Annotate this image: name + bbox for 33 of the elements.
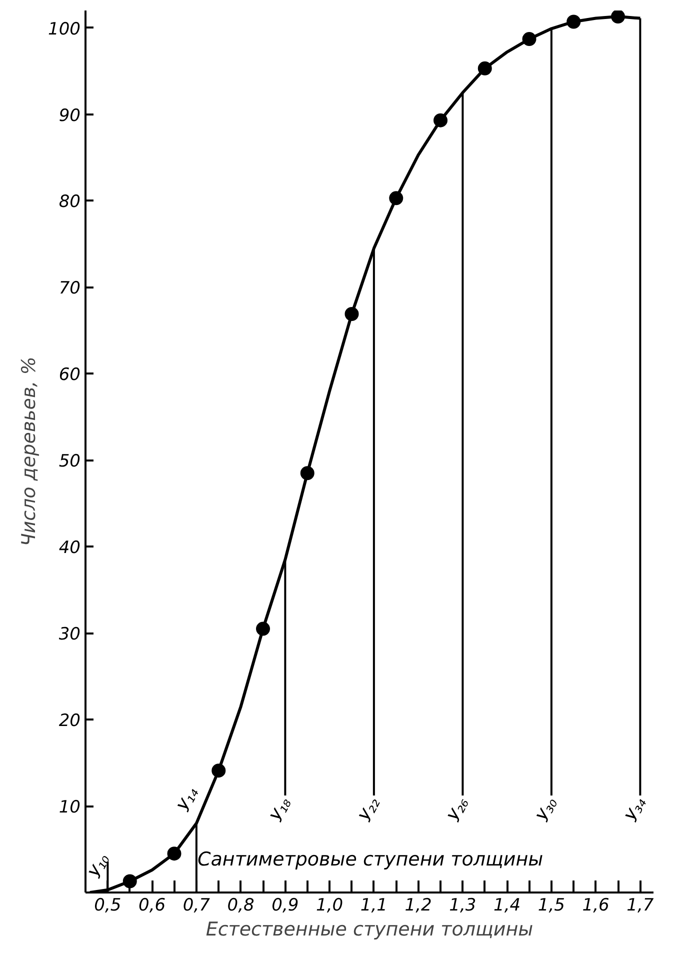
x-tick-label: 1,0 [316, 896, 344, 916]
x-tick-label: 1,5 [538, 896, 565, 916]
x-tick-label: 0,9 [272, 896, 299, 916]
ref-line-label: У₁₀ [86, 851, 115, 882]
y-tick-label: 90 [58, 106, 81, 126]
y-axis-title: Число деревьев, % [18, 356, 40, 546]
annotation: Сантиметровые ступени толщины [198, 848, 544, 870]
ref-line-label: У₃₀ [533, 794, 562, 826]
ref-line-label: У₃₄ [622, 794, 652, 826]
y-tick-label: 60 [58, 365, 81, 386]
x-tick-label: 1,7 [626, 896, 654, 916]
y-tick-label: 10 [58, 798, 81, 818]
ref-line-label: У₂₂ [356, 794, 385, 826]
y-tick-label: 80 [58, 192, 81, 212]
x-tick-label: 1,6 [582, 896, 610, 916]
x-tick-label: 1,1 [360, 896, 388, 916]
y-tick-label: 70 [58, 278, 81, 299]
ref-line-label: У₁₄ [174, 784, 204, 816]
x-axis-title: Естественные ступени толщины [206, 918, 534, 940]
x-tick-label: 0,5 [94, 896, 122, 916]
x-tick-label: 0,7 [182, 896, 210, 916]
ref-line-label: У₂₆ [444, 794, 474, 826]
x-tick-label: 1,3 [449, 896, 476, 916]
x-tick-label: 0,6 [138, 896, 166, 916]
y-tick-label: 40 [58, 538, 81, 558]
y-tick-label: 30 [58, 624, 81, 645]
y-tick-label: 100 [48, 19, 81, 40]
x-tick-label: 0,8 [227, 896, 255, 916]
y-tick-label: 50 [58, 452, 81, 472]
x-tick-label: 1,4 [494, 896, 521, 916]
ref-line-label: У₁₈ [267, 794, 296, 826]
x-tick-label: 1,2 [404, 896, 432, 916]
y-tick-label: 20 [58, 711, 81, 732]
